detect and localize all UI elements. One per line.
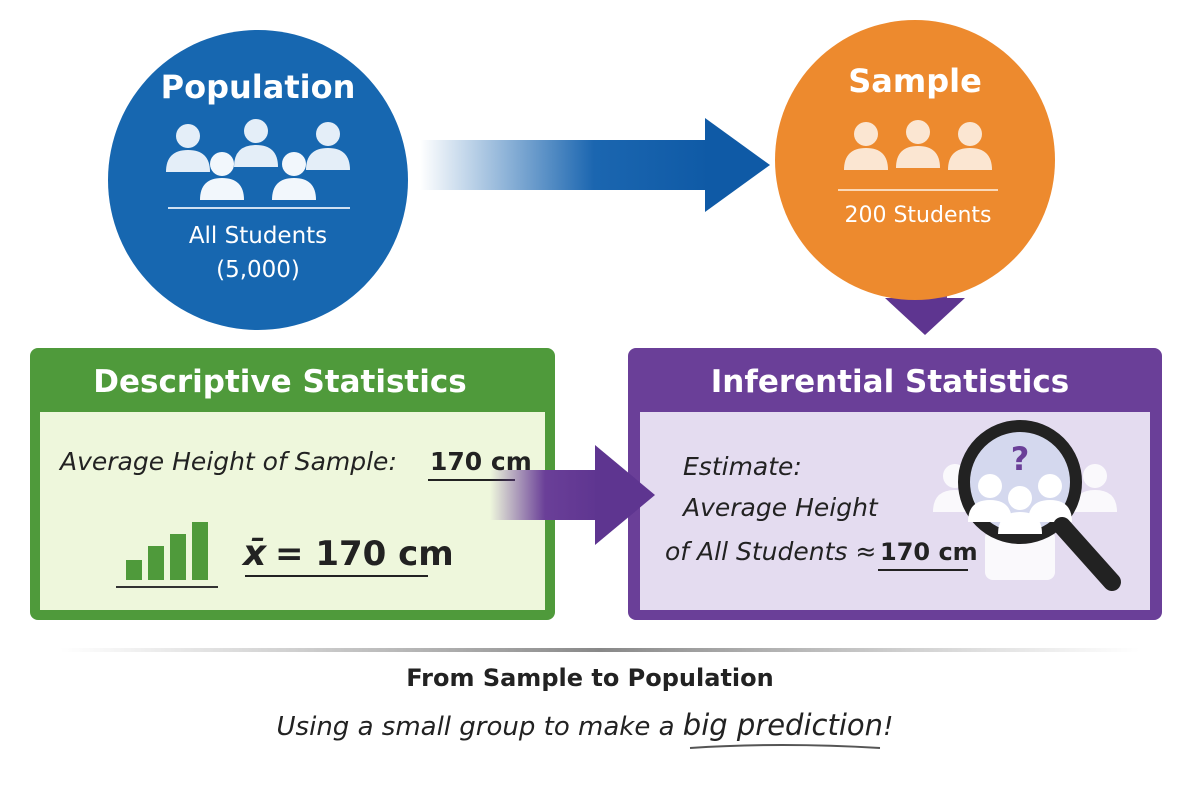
population-title: Population <box>161 68 356 106</box>
descriptive-panel <box>40 412 545 610</box>
bar-icon <box>126 522 208 580</box>
descriptive-title: Descriptive Statistics <box>93 364 466 400</box>
formula: = 170 cm <box>275 534 454 574</box>
sample-label: 200 Students <box>844 203 991 228</box>
footer-divider <box>60 648 1140 652</box>
formula-symbol: x̄ <box>241 533 268 574</box>
inferential-line: of All Students ≈ <box>665 537 876 566</box>
inferential-title: Inferential Statistics <box>711 364 1070 400</box>
footer-title: From Sample to Population <box>406 664 773 692</box>
inferential-value: 170 cm <box>880 538 978 566</box>
footer-subtitle: Using a small group to make a big predic… <box>277 708 894 742</box>
inferential-line: Estimate: <box>683 452 802 481</box>
descriptive-line: Average Height of Sample: <box>58 447 397 476</box>
magnifier-handle <box>1053 517 1121 591</box>
population-label: All Students <box>189 223 327 249</box>
inferential-line: Average Height <box>681 493 879 522</box>
subtitle-emphasis: big prediction <box>683 708 883 742</box>
question-mark: ? <box>1011 440 1030 478</box>
subtitle-text: Using a small group to make a <box>277 712 683 742</box>
population-count: (5,000) <box>216 257 300 283</box>
arrow-right <box>490 445 655 545</box>
crowd-icon <box>933 464 1117 580</box>
sample-title: Sample <box>848 62 982 100</box>
emphasis-swoosh <box>689 744 881 749</box>
arrow-right <box>420 118 770 212</box>
subtitle-end: ! <box>883 712 893 742</box>
population-circle <box>108 30 408 330</box>
